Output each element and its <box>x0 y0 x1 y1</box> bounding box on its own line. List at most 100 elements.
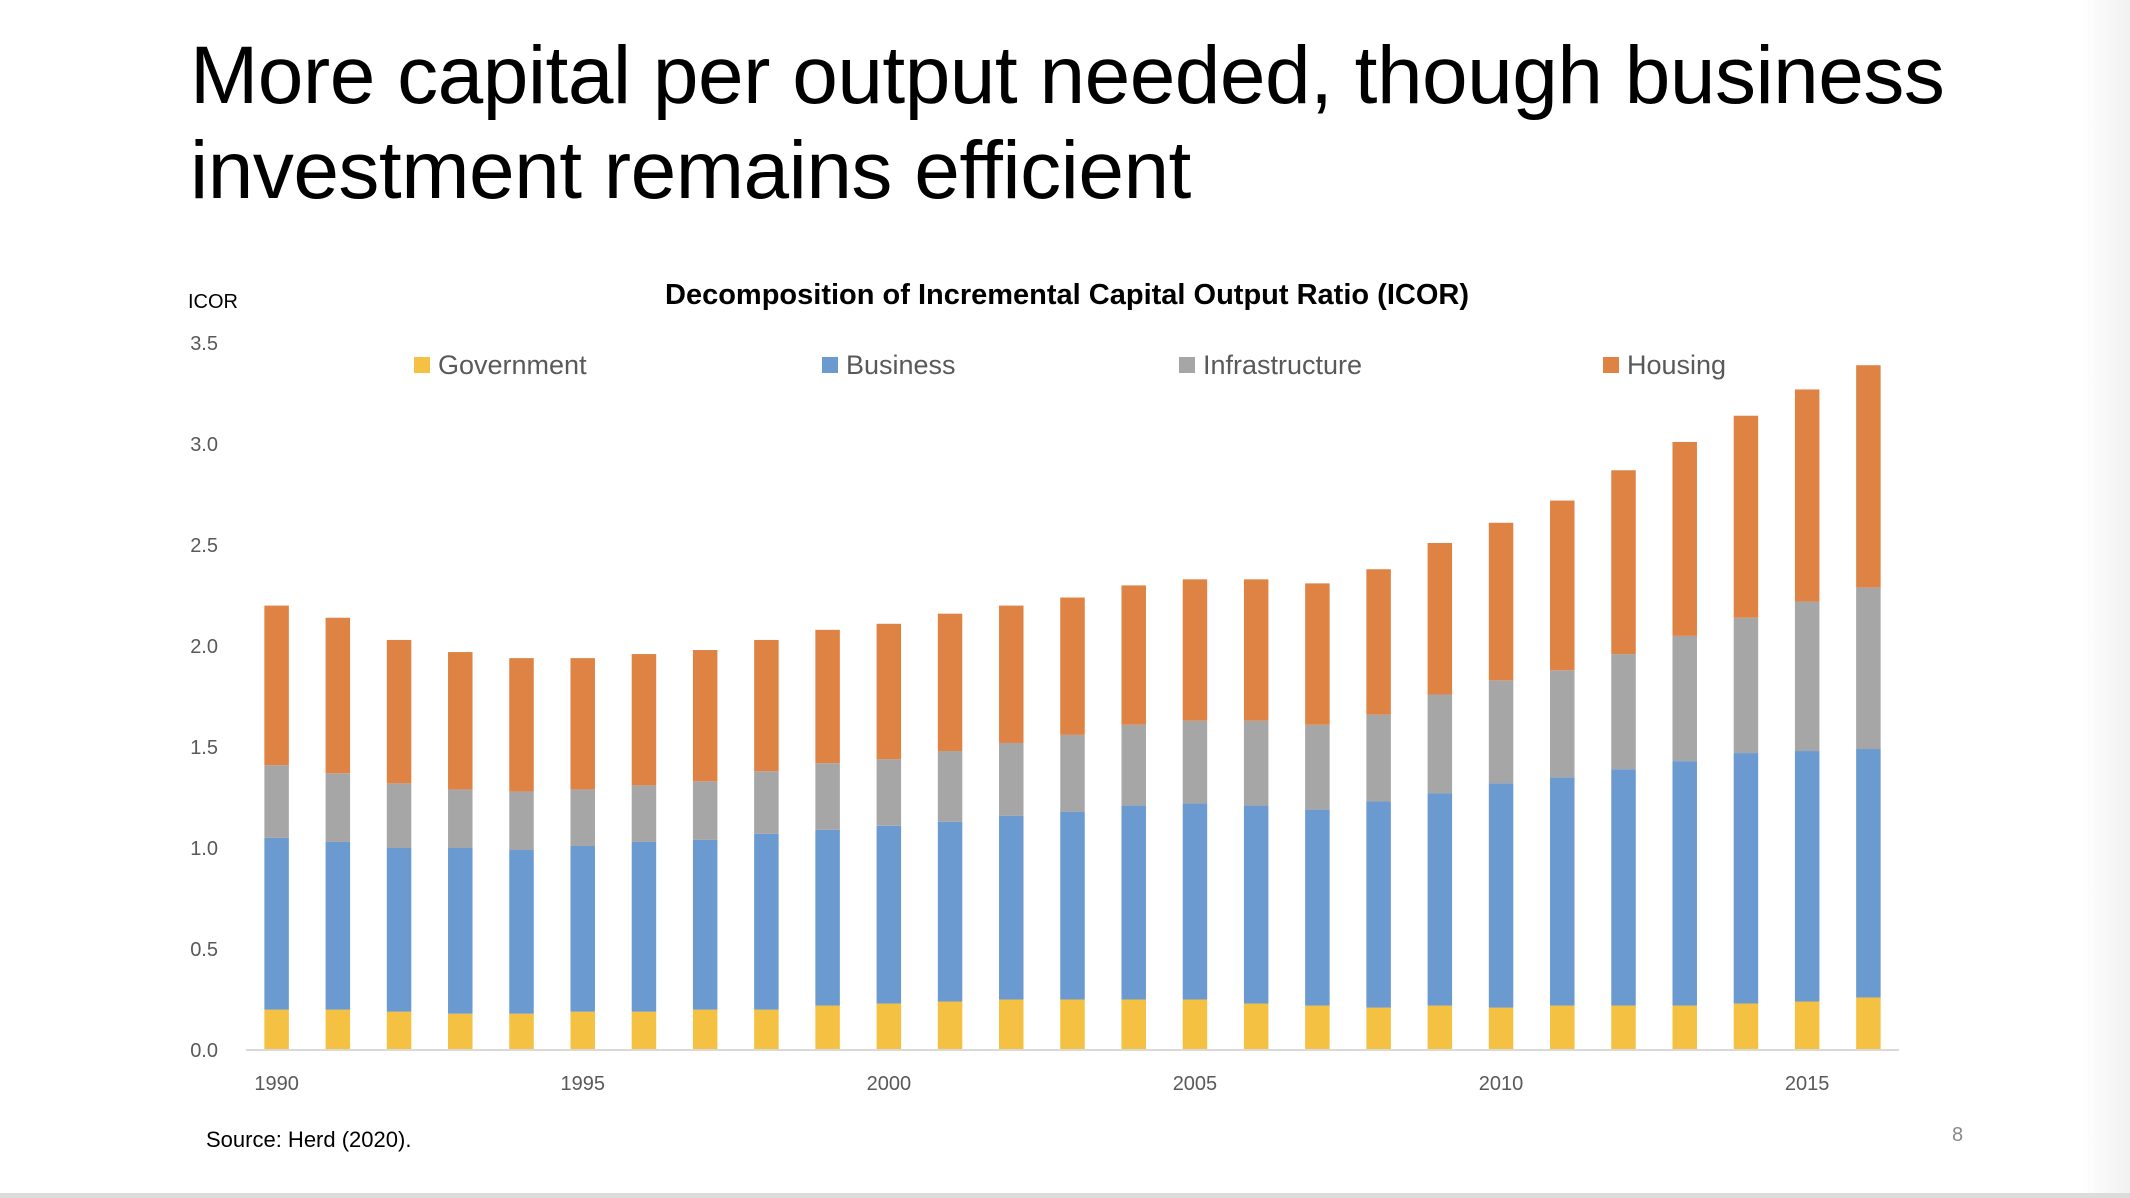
bar-stack-2001 <box>937 613 963 1050</box>
bar-stack-2010 <box>1488 522 1514 1050</box>
bar-business-2014 <box>1733 753 1759 1004</box>
bar-housing-1998 <box>754 639 779 772</box>
bar-stack-2003 <box>1060 597 1085 1050</box>
bar-business-2010 <box>1488 783 1514 1008</box>
bar-stack-2006 <box>1243 579 1269 1050</box>
bar-infrastructure-1997 <box>692 781 718 840</box>
bar-government-2003 <box>1060 999 1085 1050</box>
bar-business-1994 <box>509 850 534 1014</box>
bar-housing-1995 <box>570 658 595 790</box>
bar-housing-1996 <box>631 654 657 786</box>
bar-government-2014 <box>1733 1003 1759 1050</box>
bar-government-2010 <box>1488 1007 1514 1050</box>
bar-stack-1993 <box>448 652 473 1050</box>
y-tick-label: 3.5 <box>190 333 218 355</box>
bar-government-1990 <box>264 1009 289 1050</box>
bar-housing-2013 <box>1672 441 1697 636</box>
bar-infrastructure-2011 <box>1550 670 1575 778</box>
bar-stack-2000 <box>876 623 902 1050</box>
bar-housing-2009 <box>1427 542 1453 695</box>
y-tick-label: 3.0 <box>190 434 218 456</box>
bar-housing-2016 <box>1856 365 1881 588</box>
legend-label: Government <box>438 350 587 380</box>
bar-infrastructure-2013 <box>1672 635 1697 762</box>
y-tick-label: 2.0 <box>190 636 218 658</box>
bar-housing-2000 <box>876 623 902 760</box>
bar-government-1995 <box>570 1011 595 1050</box>
bar-infrastructure-1991 <box>325 773 351 842</box>
legend-item-government: Government <box>414 350 587 380</box>
y-tick-label: 1.5 <box>190 737 218 759</box>
x-tick-label: 2005 <box>1173 1073 1218 1095</box>
bar-housing-1990 <box>264 605 289 766</box>
legend-label: Business <box>846 350 956 380</box>
bar-housing-2001 <box>937 613 963 752</box>
bar-government-2009 <box>1427 1005 1453 1050</box>
bar-infrastructure-1996 <box>631 785 657 842</box>
bar-stack-2013 <box>1672 441 1697 1050</box>
bar-infrastructure-2009 <box>1427 694 1453 794</box>
bar-business-2001 <box>937 821 963 1002</box>
bar-government-2007 <box>1305 1005 1330 1050</box>
bar-stack-1995 <box>570 658 595 1050</box>
bar-government-1993 <box>448 1013 473 1050</box>
bar-business-1997 <box>692 839 718 1010</box>
bar-government-2015 <box>1794 1001 1820 1050</box>
y-tick-label: 0.0 <box>190 1040 218 1062</box>
bar-infrastructure-2004 <box>1121 724 1146 806</box>
bar-business-2007 <box>1305 809 1330 1006</box>
bar-infrastructure-2016 <box>1856 587 1881 750</box>
bar-infrastructure-2008 <box>1366 714 1391 802</box>
bar-business-1996 <box>631 841 657 1012</box>
bar-housing-2011 <box>1550 500 1575 671</box>
legend-item-infrastructure: Infrastructure <box>1179 350 1362 380</box>
legend-swatch <box>822 357 838 373</box>
bar-stack-2007 <box>1305 583 1330 1050</box>
bar-government-2013 <box>1672 1005 1697 1050</box>
bar-government-1998 <box>754 1009 779 1050</box>
x-tick-label: 2015 <box>1785 1073 1830 1095</box>
slide-title: More capital per output needed, though b… <box>190 30 1945 216</box>
bar-housing-2012 <box>1611 470 1636 655</box>
bar-business-1992 <box>386 848 412 1012</box>
x-tick-label: 1995 <box>560 1073 605 1095</box>
bar-business-2011 <box>1550 777 1575 1006</box>
legend-swatch <box>1179 357 1195 373</box>
bar-government-2004 <box>1121 999 1146 1050</box>
bar-stack-2012 <box>1611 470 1636 1050</box>
bar-government-2008 <box>1366 1007 1391 1050</box>
bar-housing-2014 <box>1733 415 1759 618</box>
bar-stack-1997 <box>692 650 718 1050</box>
legend-item-housing: Housing <box>1603 350 1726 380</box>
bar-infrastructure-2006 <box>1243 720 1269 806</box>
bar-business-2016 <box>1856 749 1881 998</box>
bar-business-2003 <box>1060 811 1085 1000</box>
bar-infrastructure-1995 <box>570 789 595 846</box>
y-tick-label: 1.0 <box>190 838 218 860</box>
bar-business-1990 <box>264 837 289 1010</box>
bar-housing-1991 <box>325 617 351 774</box>
bar-stack-2009 <box>1427 542 1453 1050</box>
bar-government-1999 <box>815 1005 840 1050</box>
bar-housing-2005 <box>1182 579 1208 721</box>
bar-infrastructure-1990 <box>264 765 289 838</box>
bar-business-2009 <box>1427 793 1453 1006</box>
bar-stack-2014 <box>1733 415 1759 1050</box>
bar-housing-1993 <box>448 652 473 790</box>
slide-edge-shadow <box>2080 0 2130 1198</box>
bar-government-2012 <box>1611 1005 1636 1050</box>
bar-business-2000 <box>876 825 902 1004</box>
bar-business-2015 <box>1794 751 1820 1002</box>
x-tick-label: 2010 <box>1479 1073 1524 1095</box>
x-axis: 1990 1995 2000 2005 2010 2015 <box>254 1073 1829 1095</box>
bar-government-1991 <box>325 1009 351 1050</box>
slide-bottom-border <box>0 1193 2130 1198</box>
bar-housing-2003 <box>1060 597 1085 735</box>
bar-stack-2016 <box>1856 365 1881 1050</box>
bar-government-1996 <box>631 1011 657 1050</box>
legend-item-business: Business <box>822 350 956 380</box>
bar-business-1993 <box>448 848 473 1014</box>
bar-housing-1997 <box>692 650 718 782</box>
bar-business-2008 <box>1366 801 1391 1008</box>
